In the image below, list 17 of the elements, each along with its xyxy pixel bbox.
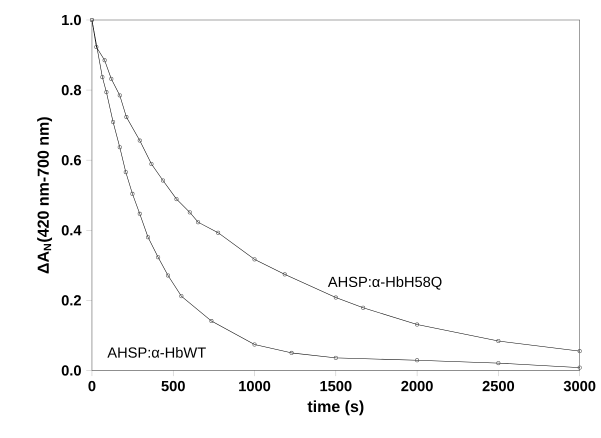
x-tick-label: 1500 — [320, 380, 352, 392]
x-tick-label: 1000 — [239, 380, 270, 392]
series-label: AHSP:α-HbWT — [107, 346, 206, 358]
series-label: AHSP:α-HbH58Q — [328, 276, 442, 290]
y-tick-label: 0.0 — [62, 365, 81, 376]
y-tick-label: 0.8 — [62, 84, 82, 96]
y-tick-label: 1.0 — [62, 14, 81, 25]
x-tick-label: 0 — [88, 380, 96, 392]
x-tick-label: 2000 — [401, 380, 433, 392]
x-axis-title: time (s) — [308, 400, 364, 416]
x-tick-label: 3000 — [564, 380, 596, 392]
y-tick-label: 0.4 — [62, 224, 82, 236]
y-tick-label: 0.6 — [62, 154, 82, 166]
x-tick-label: 500 — [161, 380, 185, 392]
y-axis-title: ΔA$_{N}$(420 nm-700 nm) — [37, 117, 52, 274]
x-tick-label: 2500 — [482, 380, 514, 392]
y-tick-label: 0.2 — [62, 294, 81, 306]
